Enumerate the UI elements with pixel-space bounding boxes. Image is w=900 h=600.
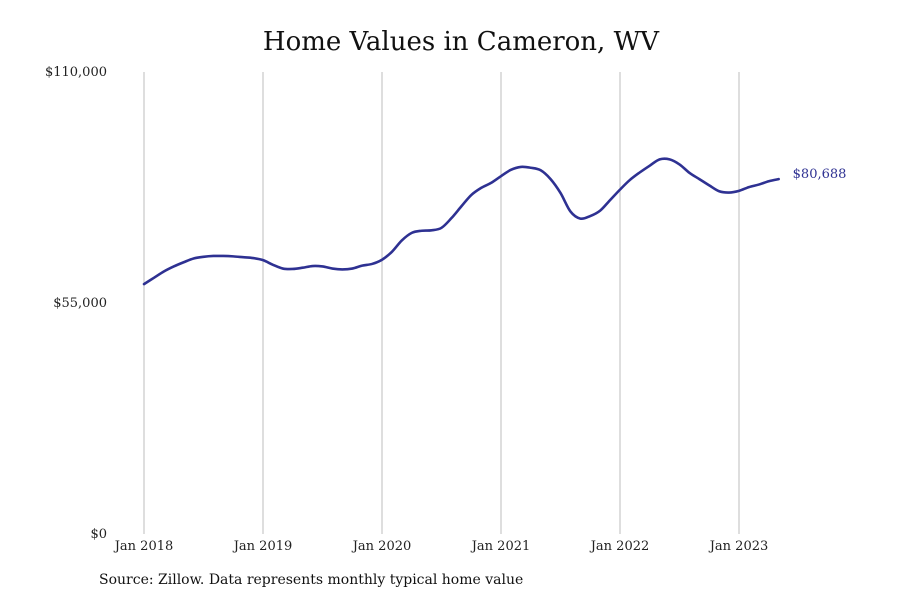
- x-tick-label: Jan 2018: [113, 539, 174, 554]
- x-tick-label: Jan 2020: [351, 539, 412, 554]
- y-tick-label: $110,000: [45, 65, 107, 80]
- chart-title: Home Values in Cameron, WV: [262, 27, 660, 57]
- x-tick-label: Jan 2019: [232, 539, 293, 554]
- series-line: [142, 157, 780, 286]
- source-note: Source: Zillow. Data represents monthly …: [99, 572, 524, 588]
- x-tick-label: Jan 2023: [708, 539, 769, 554]
- vertical-gridlines: [143, 72, 740, 534]
- y-tick-label: $55,000: [53, 296, 107, 311]
- x-tick-label: Jan 2022: [589, 539, 650, 554]
- y-tick-label: $0: [90, 527, 107, 542]
- x-tick-label: Jan 2021: [470, 539, 531, 554]
- x-axis-tick-labels: Jan 2018 Jan 2019 Jan 2020 Jan 2021 Jan 2022…: [113, 539, 769, 554]
- end-value-label: $80,688: [793, 167, 847, 182]
- y-axis-tick-labels: $0 $55,000 $110,000: [45, 65, 107, 542]
